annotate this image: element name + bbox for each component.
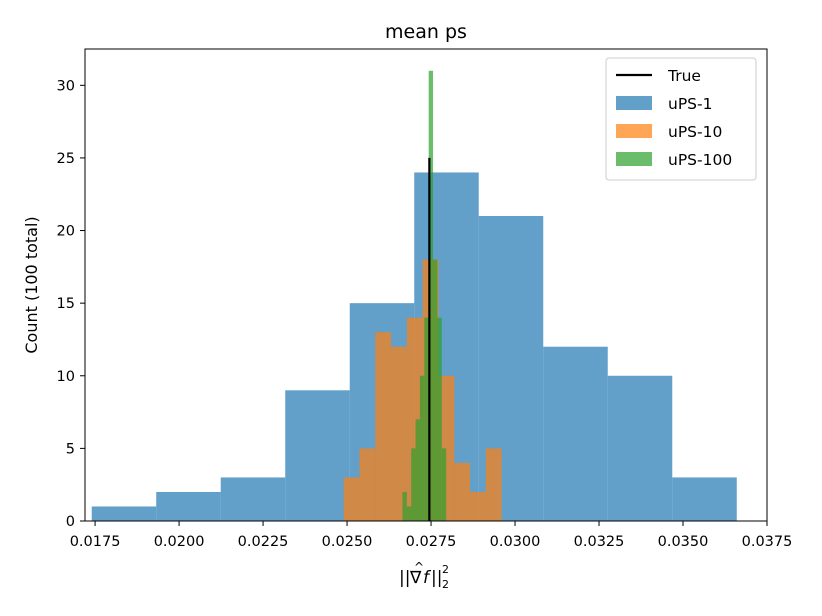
- plot-frame: [84, 48, 768, 522]
- x-axis-ticks: 0.0175 0.0200 0.0225 0.0250 0.0275 0.0300 0.03…: [70, 521, 793, 550]
- bar-uPS-10-8: [470, 491, 486, 521]
- svg-text:||: ||: [431, 568, 442, 588]
- x-axis-label: || ∇ ^ f || 2 2: [399, 560, 449, 591]
- legend: True uPS-1 uPS-10 uPS-100: [605, 57, 757, 181]
- legend-patch-swatch: [616, 124, 652, 138]
- legend-item-uPS-10: uPS-10: [616, 123, 722, 141]
- bar-uPS-100-6: [428, 70, 434, 522]
- bar-uPS-100-2: [411, 448, 416, 521]
- bar-uPS-1-9: [672, 477, 737, 521]
- legend-item-uPS-1: uPS-1: [616, 95, 712, 113]
- x-tick-label: 0.0200: [154, 534, 205, 550]
- x-tick-label: 0.0375: [742, 534, 793, 550]
- legend-box: [605, 57, 757, 181]
- y-tick-label: 10: [57, 369, 75, 385]
- bar-uPS-10-9: [485, 448, 502, 521]
- legend-label: uPS-1: [668, 95, 712, 113]
- bar-uPS-100-3: [415, 419, 420, 521]
- bar-uPS-100-7: [433, 259, 438, 521]
- bar-uPS-100-8: [437, 317, 442, 521]
- bar-uPS-10-3: [391, 346, 407, 521]
- y-axis-ticks: 0 5 10 15 20 25 30: [57, 78, 85, 530]
- bar-uPS-1-1: [156, 491, 221, 521]
- bar-uPS-100-5: [424, 317, 429, 521]
- svg-text:∇: ∇: [409, 568, 422, 588]
- bar-uPS-10-1: [359, 448, 376, 521]
- bar-uPS-10-0: [343, 477, 360, 521]
- y-tick-label: 20: [57, 224, 75, 240]
- legend-item-uPS-100: uPS-100: [616, 151, 732, 169]
- y-axis-label: Count (100 total): [22, 216, 41, 353]
- bar-uPS-100-0: [402, 491, 407, 521]
- svg-text:^: ^: [414, 560, 424, 574]
- legend-patch-swatch: [616, 96, 652, 110]
- x-tick-label: 0.0350: [658, 534, 709, 550]
- bar-uPS-1-3: [285, 390, 350, 521]
- x-tick-label: 0.0175: [70, 534, 121, 550]
- y-tick-label: 5: [66, 441, 75, 457]
- x-tick-label: 0.0275: [406, 534, 457, 550]
- bar-uPS-100-9: [441, 448, 447, 521]
- svg-text:2: 2: [442, 578, 449, 591]
- svg-text:||: ||: [399, 568, 410, 588]
- histogram-bars: [91, 70, 737, 522]
- bar-uPS-100-4: [419, 375, 425, 521]
- x-tick-label: 0.0325: [574, 534, 625, 550]
- x-tick-label: 0.0250: [322, 534, 373, 550]
- y-tick-label: 0: [66, 514, 75, 530]
- legend-label: uPS-100: [668, 151, 732, 169]
- series-uPS-100: [402, 70, 447, 522]
- svg-text:f: f: [423, 568, 432, 588]
- bar-uPS-1-2: [220, 477, 286, 521]
- x-tick-label: 0.0225: [238, 534, 289, 550]
- svg-text:2: 2: [442, 563, 449, 576]
- legend-patch-swatch: [616, 152, 652, 166]
- bar-uPS-1-8: [607, 375, 673, 521]
- y-tick-label: 15: [57, 296, 75, 312]
- bar-uPS-10-2: [375, 332, 392, 521]
- bar-uPS-1-0: [91, 506, 157, 521]
- y-tick-label: 25: [57, 151, 75, 167]
- chart-title: mean ps: [385, 21, 467, 43]
- bar-uPS-100-1: [406, 506, 412, 521]
- legend-item-True: True: [616, 67, 701, 85]
- x-tick-label: 0.0300: [490, 534, 541, 550]
- legend-label: uPS-10: [668, 123, 722, 141]
- y-tick-label: 30: [57, 78, 75, 94]
- legend-label: True: [667, 67, 701, 85]
- bar-uPS-1-7: [543, 346, 608, 521]
- bar-uPS-10-7: [454, 462, 471, 521]
